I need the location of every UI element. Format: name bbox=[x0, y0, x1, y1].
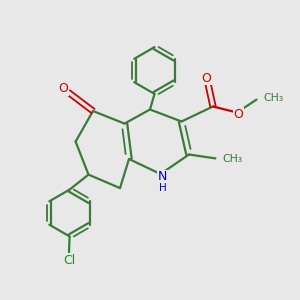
Text: Cl: Cl bbox=[63, 254, 75, 267]
Text: O: O bbox=[201, 71, 211, 85]
Text: CH₃: CH₃ bbox=[222, 154, 242, 164]
Text: H: H bbox=[159, 183, 167, 194]
Text: CH₃: CH₃ bbox=[263, 93, 283, 103]
Text: O: O bbox=[58, 82, 68, 95]
Text: N: N bbox=[158, 170, 168, 184]
Text: O: O bbox=[234, 107, 243, 121]
